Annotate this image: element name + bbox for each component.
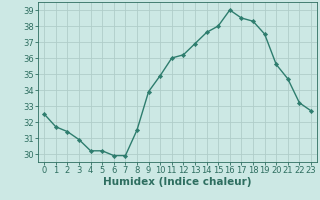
X-axis label: Humidex (Indice chaleur): Humidex (Indice chaleur) bbox=[103, 177, 252, 187]
